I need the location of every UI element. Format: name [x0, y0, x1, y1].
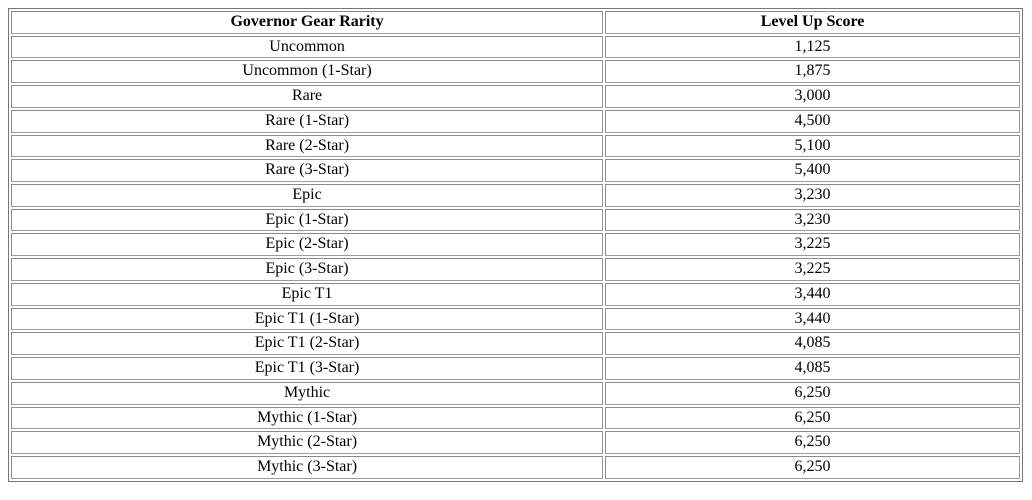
table-row: Epic 3,230: [11, 184, 1020, 207]
rarity-cell: Epic (1-Star): [11, 208, 604, 232]
rarity-cell: Epic (2-Star): [11, 233, 604, 257]
table-row: Epic (3-Star) 3,225: [11, 258, 1020, 281]
gear-score-table: Governor Gear Rarity Level Up Score Unco…: [8, 8, 1023, 482]
score-cell: 3,230: [605, 184, 1020, 207]
score-cell: 1,125: [605, 35, 1020, 59]
rarity-cell: Epic T1 (3-Star): [11, 357, 604, 380]
table-row: Epic T1 (3-Star) 4,085: [11, 357, 1020, 380]
score-cell: 1,875: [605, 60, 1020, 84]
rarity-cell: Mythic (3-Star): [11, 455, 604, 479]
score-cell: 6,250: [605, 381, 1020, 405]
rarity-cell: Epic T1 (1-Star): [11, 307, 604, 331]
score-cell: 3,230: [605, 208, 1020, 232]
column-header-rarity: Governor Gear Rarity: [11, 11, 604, 34]
rarity-cell: Rare (2-Star): [11, 134, 604, 158]
table-row: Rare 3,000: [11, 85, 1020, 108]
rarity-cell: Rare: [11, 85, 604, 108]
rarity-cell: Mythic: [11, 381, 604, 405]
table-row: Epic T1 (1-Star) 3,440: [11, 307, 1020, 331]
header-row: Governor Gear Rarity Level Up Score: [11, 11, 1020, 34]
score-cell: 3,000: [605, 85, 1020, 108]
rarity-cell: Mythic (1-Star): [11, 406, 604, 430]
table-row: Epic (1-Star) 3,230: [11, 208, 1020, 232]
score-cell: 4,085: [605, 357, 1020, 380]
score-cell: 6,250: [605, 431, 1020, 454]
table-row: Rare (1-Star) 4,500: [11, 109, 1020, 133]
rarity-cell: Rare (3-Star): [11, 159, 604, 183]
score-cell: 5,100: [605, 134, 1020, 158]
rarity-cell: Epic (3-Star): [11, 258, 604, 281]
score-cell: 3,440: [605, 282, 1020, 306]
table-row: Mythic (3-Star) 6,250: [11, 455, 1020, 479]
column-header-score: Level Up Score: [605, 11, 1020, 34]
score-cell: 3,440: [605, 307, 1020, 331]
table-row: Uncommon (1-Star) 1,875: [11, 60, 1020, 84]
table-row: Mythic (2-Star) 6,250: [11, 431, 1020, 454]
table-body: Uncommon 1,125 Uncommon (1-Star) 1,875 R…: [11, 35, 1020, 479]
score-cell: 6,250: [605, 406, 1020, 430]
table-header: Governor Gear Rarity Level Up Score: [11, 11, 1020, 34]
table-row: Rare (2-Star) 5,100: [11, 134, 1020, 158]
rarity-cell: Mythic (2-Star): [11, 431, 604, 454]
rarity-cell: Uncommon (1-Star): [11, 60, 604, 84]
score-cell: 4,085: [605, 332, 1020, 356]
table-row: Mythic (1-Star) 6,250: [11, 406, 1020, 430]
score-cell: 6,250: [605, 455, 1020, 479]
rarity-cell: Rare (1-Star): [11, 109, 604, 133]
score-cell: 3,225: [605, 258, 1020, 281]
rarity-cell: Epic: [11, 184, 604, 207]
score-cell: 3,225: [605, 233, 1020, 257]
score-cell: 5,400: [605, 159, 1020, 183]
rarity-cell: Epic T1 (2-Star): [11, 332, 604, 356]
score-cell: 4,500: [605, 109, 1020, 133]
table-row: Epic T1 (2-Star) 4,085: [11, 332, 1020, 356]
table-row: Mythic 6,250: [11, 381, 1020, 405]
table-row: Uncommon 1,125: [11, 35, 1020, 59]
table-row: Epic T1 3,440: [11, 282, 1020, 306]
table-row: Epic (2-Star) 3,225: [11, 233, 1020, 257]
rarity-cell: Epic T1: [11, 282, 604, 306]
table-row: Rare (3-Star) 5,400: [11, 159, 1020, 183]
rarity-cell: Uncommon: [11, 35, 604, 59]
